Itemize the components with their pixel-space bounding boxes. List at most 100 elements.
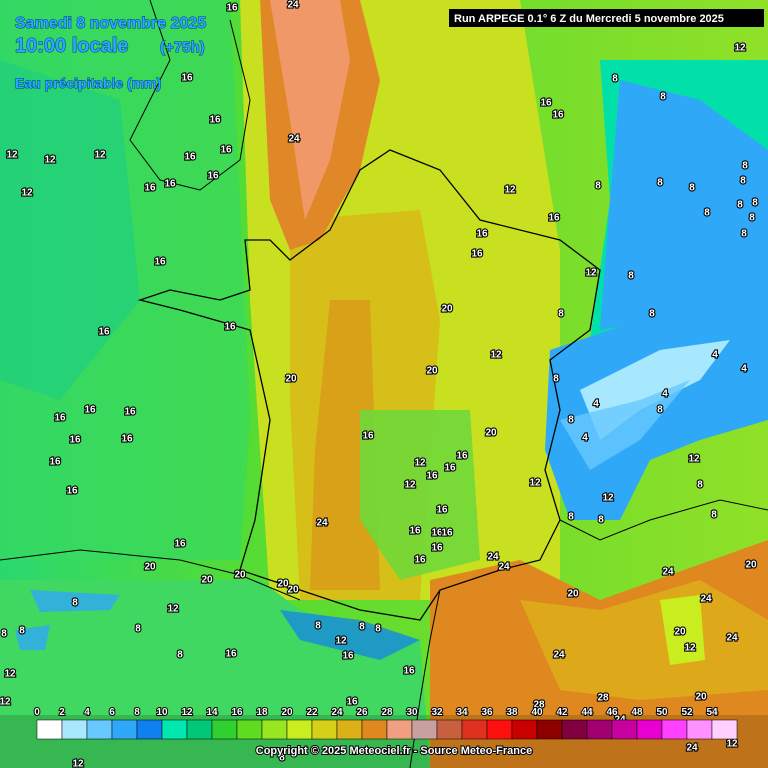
field-alps-mid	[560, 380, 690, 470]
france-outline	[137, 149, 601, 621]
map-label: 16	[540, 98, 552, 109]
map-label: 12	[167, 604, 179, 615]
map-label: 8	[279, 753, 285, 764]
map-label: 4	[662, 389, 668, 400]
map-label: 16	[54, 413, 66, 424]
field-spain-dry	[15, 590, 120, 650]
legend-swatch	[486, 719, 513, 740]
map-label: 16	[69, 435, 81, 446]
map-label: 8	[649, 309, 655, 320]
map-label: 8	[553, 374, 559, 385]
map-label: 8	[72, 598, 78, 609]
field-pyrenees	[280, 610, 420, 660]
time: 10:00 locale	[15, 35, 128, 57]
map-label: 16	[414, 555, 426, 566]
map-label: 12	[490, 350, 502, 361]
spain-coast	[0, 549, 301, 601]
map-label: 16	[121, 434, 133, 445]
map-label: 8	[1, 629, 7, 640]
legend-swatch	[561, 719, 588, 740]
legend-swatch	[136, 719, 163, 740]
map-label: 16	[225, 649, 237, 660]
legend-swatch	[686, 719, 713, 740]
legend-label: 44	[581, 707, 593, 718]
field-atlantic	[0, 60, 140, 400]
variable: Eau précipitable (mm)	[15, 75, 161, 91]
run: Run ARPEGE 0.1° 6 Z du Mercredi 5 novemb…	[454, 13, 724, 25]
legend-label: 6	[109, 707, 115, 718]
legend-label: 36	[481, 707, 493, 718]
map-label: 16	[144, 183, 156, 194]
map-label: 12	[94, 150, 106, 161]
map-label: 24	[287, 0, 299, 11]
legend-swatch	[511, 719, 538, 740]
map-label: 12	[726, 739, 738, 750]
map-label: 28	[597, 693, 609, 704]
map-label: 8	[598, 515, 604, 526]
legend-label: 20	[281, 707, 293, 718]
map-label: 24	[498, 562, 510, 573]
map-label: 12	[44, 155, 56, 166]
map-label: 16	[49, 457, 61, 468]
map-label: 20	[234, 570, 246, 581]
map-label: 8	[660, 92, 666, 103]
map-label: 16	[226, 3, 238, 14]
map-label: 16	[471, 249, 483, 260]
map-label: 16	[552, 110, 564, 121]
map-label: 8	[741, 229, 747, 240]
map-label: 12	[6, 150, 18, 161]
map-label: 12	[688, 454, 700, 465]
map-label: 24	[316, 518, 328, 529]
legend-swatch	[411, 719, 438, 740]
map-label: 4	[741, 364, 747, 375]
map-label: 16	[403, 666, 415, 677]
map-label: 16	[181, 73, 193, 84]
map-label: 20	[277, 579, 289, 590]
field-med-north	[520, 580, 768, 700]
legend-label: 8	[134, 707, 140, 718]
legend-label: 4	[84, 707, 90, 718]
map-label: 12	[72, 759, 84, 768]
legend-label: 50	[656, 707, 668, 718]
map-label: 24	[288, 134, 300, 145]
field-ne-core	[600, 80, 768, 330]
map-label: 12	[504, 185, 516, 196]
map-label: 20	[201, 575, 213, 586]
map-label: 12	[734, 43, 746, 54]
map-label: 8	[595, 181, 601, 192]
map-label: 8	[657, 405, 663, 416]
map-label: 8	[568, 512, 574, 523]
field-north-core	[270, 0, 350, 220]
legend-swatch	[536, 719, 563, 740]
map-label: 16	[224, 322, 236, 333]
legend-swatch	[86, 719, 113, 740]
legend-label: 16	[231, 707, 243, 718]
legend-label: 38	[506, 707, 518, 718]
map-label: 4	[712, 350, 718, 361]
map-label: 16	[184, 152, 196, 163]
map-label: 16	[209, 115, 221, 126]
italy-coast	[559, 499, 768, 541]
legend-swatch	[286, 719, 313, 740]
legend-label: 28	[381, 707, 393, 718]
map-label: 12	[585, 268, 597, 279]
legend-label: 54	[706, 707, 718, 718]
map-label: 8	[752, 198, 758, 209]
map-label: 28	[533, 700, 545, 711]
legend-swatch	[436, 719, 463, 740]
legend-label: 0	[34, 707, 40, 718]
map-label: 8	[737, 200, 743, 211]
map-label: 12	[0, 697, 11, 708]
map-label: 8	[749, 213, 755, 224]
legend-swatch	[161, 719, 188, 740]
map-label: 24	[487, 552, 499, 563]
map-label: 8	[375, 624, 381, 635]
map-label: 24	[662, 567, 674, 578]
map-label: 16	[346, 697, 358, 708]
map-label: 4	[593, 399, 599, 410]
map-label: 16	[98, 327, 110, 338]
legend-label: 32	[431, 707, 443, 718]
map-label: 16	[456, 451, 468, 462]
